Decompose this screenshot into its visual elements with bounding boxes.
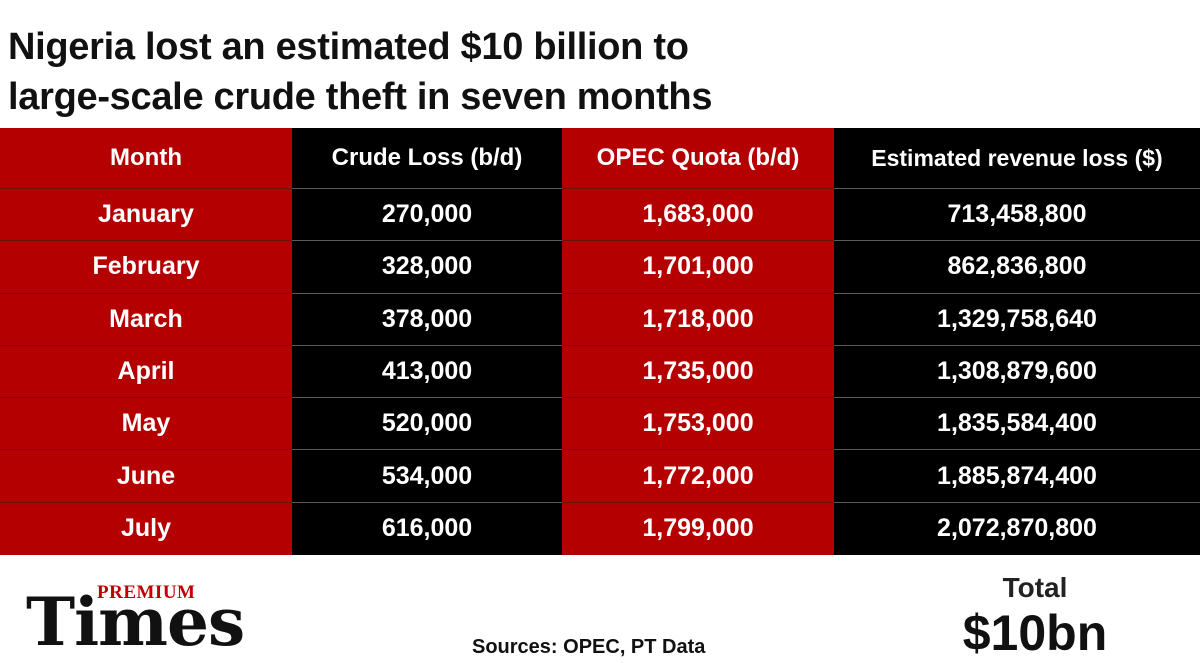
title-line-1: Nigeria lost an estimated $10 billion to [8,26,689,68]
header-opec-quota: OPEC Quota (b/d) [562,128,834,189]
cell-revenue-loss: 1,329,758,640 [834,293,1200,346]
cell-revenue-loss: 1,885,874,400 [834,450,1200,503]
header-crude-loss: Crude Loss (b/d) [292,128,562,189]
cell-crude-loss: 616,000 [292,502,562,556]
premium-times-logo: PREMIUM Times [26,580,276,660]
cell-month: July [0,502,292,556]
logo-times-text: Times [26,583,245,661]
cell-crude-loss: 378,000 [292,293,562,346]
cell-revenue-loss: 2,072,870,800 [834,502,1200,556]
cell-revenue-loss: 1,308,879,600 [834,345,1200,399]
cell-month: January [0,189,292,242]
cell-crude-loss: 534,000 [292,450,562,503]
total-value: $10bn [962,605,1108,661]
cell-revenue-loss: 713,458,800 [834,189,1200,242]
total-label: Total [1002,572,1068,603]
chart-title: Nigeria lost an estimated $10 billion to… [8,22,1188,122]
cell-opec-quota: 1,735,000 [562,345,834,399]
cell-crude-loss: 328,000 [292,241,562,294]
cell-opec-quota: 1,683,000 [562,189,834,242]
cell-revenue-loss: 862,836,800 [834,241,1200,294]
cell-month: March [0,293,292,346]
cell-opec-quota: 1,753,000 [562,398,834,451]
cell-crude-loss: 413,000 [292,345,562,399]
cell-opec-quota: 1,701,000 [562,241,834,294]
cell-crude-loss: 520,000 [292,398,562,451]
cell-month: April [0,345,292,399]
title-line-2: large-scale crude theft in seven months [8,76,713,118]
header-revenue-loss: Estimated revenue loss ($) [834,128,1200,189]
cell-opec-quota: 1,799,000 [562,502,834,556]
data-table: Month Crude Loss (b/d) OPEC Quota (b/d) Est… [0,128,1200,556]
cell-revenue-loss: 1,835,584,400 [834,398,1200,451]
sources-note: Sources: OPEC, PT Data [472,636,706,658]
cell-crude-loss: 270,000 [292,189,562,242]
cell-opec-quota: 1,718,000 [562,293,834,346]
logo-premium-text: PREMIUM [97,582,196,603]
cell-month: May [0,398,292,451]
cell-opec-quota: 1,772,000 [562,450,834,503]
header-month: Month [0,128,292,189]
cell-month: February [0,241,292,294]
cell-month: June [0,450,292,503]
